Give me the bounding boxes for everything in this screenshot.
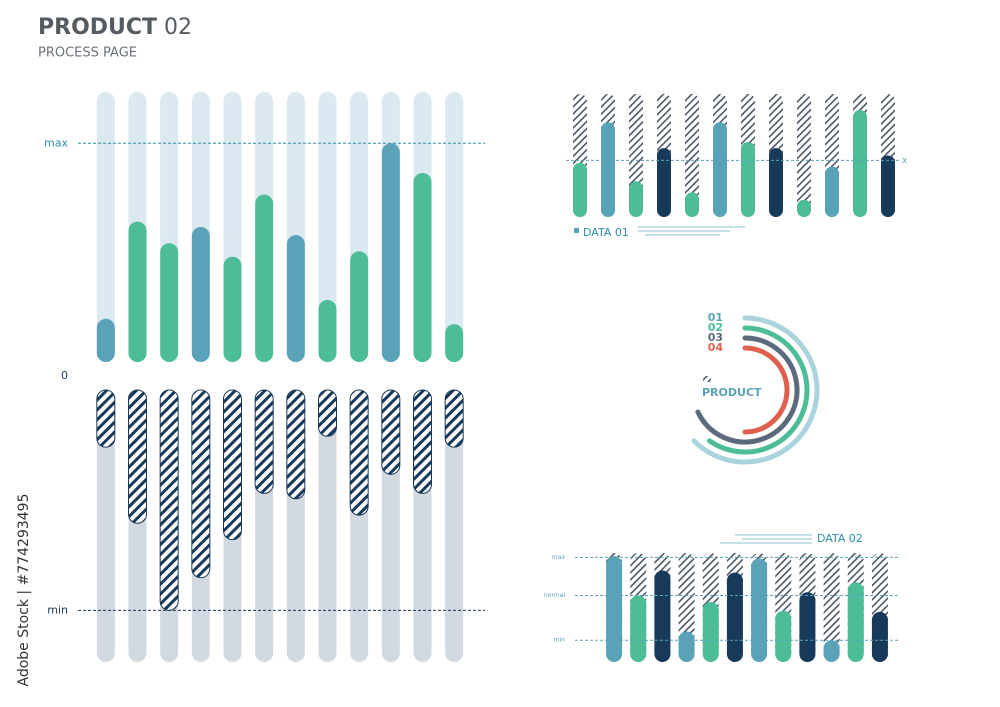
- watermark: Adobe Stock | #774293495: [16, 494, 32, 687]
- bar: [741, 141, 755, 217]
- bar: [286, 235, 305, 362]
- bar-track: [96, 390, 115, 662]
- arc: [742, 345, 790, 435]
- bar-track: [96, 92, 115, 362]
- bar: [775, 610, 792, 662]
- bar: [254, 389, 274, 494]
- bar: [751, 558, 768, 662]
- bar: [713, 122, 727, 217]
- bar: [685, 192, 699, 217]
- bar-track: [685, 94, 699, 217]
- legend-label: DATA 01: [583, 226, 629, 239]
- bar: [349, 389, 369, 516]
- bar: [381, 389, 401, 475]
- bar: [223, 389, 242, 541]
- bar: [96, 389, 116, 448]
- bar: [871, 611, 888, 662]
- header-title: PRODUCT 02: [38, 15, 192, 40]
- bar: [629, 181, 643, 217]
- title: PRODUCT: [38, 15, 157, 40]
- bar: [191, 227, 210, 362]
- bar: [654, 570, 671, 662]
- bar-track: [445, 92, 464, 362]
- arc-label: 02: [708, 321, 723, 334]
- bar: [847, 582, 864, 662]
- bar: [96, 318, 115, 362]
- bar: [223, 256, 242, 362]
- bar: [318, 389, 337, 437]
- tick-label: normal: [544, 592, 565, 599]
- bar: [853, 109, 867, 217]
- bar: [606, 556, 623, 662]
- bar-track: [797, 94, 811, 217]
- bar: [657, 148, 671, 217]
- arc: [695, 335, 800, 445]
- bar: [823, 640, 840, 662]
- bar: [413, 173, 432, 362]
- arc-label: 03: [708, 331, 723, 344]
- tick-label: max: [552, 554, 566, 561]
- bar: [255, 194, 274, 362]
- bar: [318, 299, 337, 362]
- bar: [286, 389, 306, 500]
- bar: [678, 631, 695, 662]
- bar: [381, 143, 400, 362]
- bar-track: [823, 553, 840, 662]
- bar-track: [318, 390, 337, 662]
- tick-label: x: [902, 156, 908, 166]
- bar: [630, 595, 647, 662]
- bar: [797, 199, 811, 217]
- arc: [706, 325, 810, 455]
- tick-label: max: [44, 136, 68, 149]
- bar: [159, 389, 179, 611]
- bar: [601, 122, 615, 217]
- bar: [413, 389, 432, 494]
- tick-label: min: [554, 637, 566, 644]
- bar: [445, 324, 464, 362]
- chart-title: DATA 02: [817, 532, 863, 545]
- bar: [726, 572, 743, 662]
- tick-label: 0: [61, 369, 68, 382]
- bar: [799, 592, 816, 662]
- arc-label: 04: [708, 341, 724, 354]
- bar: [191, 389, 211, 579]
- bar-track: [318, 92, 337, 362]
- bar: [160, 243, 179, 362]
- bar: [825, 166, 839, 217]
- subtitle: PROCESS PAGE: [38, 46, 137, 61]
- product-icon: [703, 376, 711, 382]
- bar: [769, 148, 783, 217]
- arc-label: 01: [708, 311, 723, 324]
- bar: [573, 162, 587, 217]
- bar: [350, 251, 369, 362]
- legend-swatch: [574, 228, 579, 233]
- bar: [702, 602, 719, 662]
- arc: [691, 315, 820, 465]
- bar-track: [445, 390, 464, 662]
- title-number: 02: [164, 15, 192, 40]
- center-label: PRODUCT: [702, 386, 762, 399]
- bar: [881, 155, 895, 217]
- bar: [444, 389, 464, 448]
- bar: [128, 221, 147, 362]
- tick-label: min: [47, 603, 68, 616]
- bar: [128, 389, 147, 524]
